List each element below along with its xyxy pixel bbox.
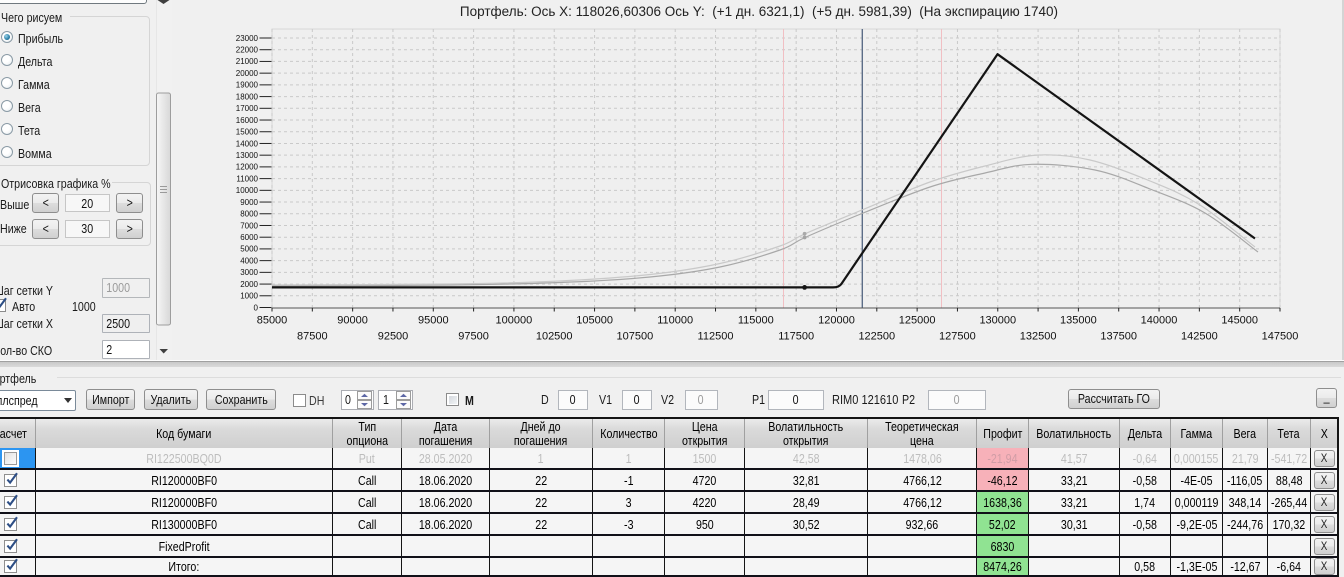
svg-text:85000: 85000 — [257, 315, 288, 327]
svg-text:14000: 14000 — [236, 139, 259, 148]
svg-text:127500: 127500 — [939, 331, 976, 343]
svg-text:147500: 147500 — [1262, 331, 1299, 343]
svg-text:16000: 16000 — [236, 116, 259, 125]
svg-text:23000: 23000 — [236, 34, 259, 43]
svg-text:135000: 135000 — [1060, 315, 1097, 327]
svg-text:132500: 132500 — [1020, 331, 1057, 343]
svg-text:10000: 10000 — [236, 186, 259, 195]
svg-text:4000: 4000 — [240, 256, 258, 265]
svg-text:3000: 3000 — [240, 268, 258, 277]
svg-text:5000: 5000 — [240, 245, 258, 254]
svg-text:21000: 21000 — [236, 57, 259, 66]
svg-text:90000: 90000 — [337, 315, 368, 327]
svg-text:125000: 125000 — [899, 315, 936, 327]
svg-text:102500: 102500 — [536, 331, 573, 343]
svg-text:7000: 7000 — [240, 221, 258, 230]
svg-text:112500: 112500 — [698, 331, 734, 343]
svg-text:0: 0 — [254, 303, 259, 312]
svg-text:8000: 8000 — [240, 210, 258, 219]
svg-text:11000: 11000 — [236, 174, 258, 183]
svg-text:6000: 6000 — [240, 233, 258, 242]
svg-text:13000: 13000 — [236, 151, 259, 160]
svg-text:87500: 87500 — [297, 331, 328, 343]
svg-text:140000: 140000 — [1141, 315, 1178, 327]
svg-text:122500: 122500 — [858, 331, 895, 343]
svg-text:117500: 117500 — [778, 331, 814, 343]
svg-text:95000: 95000 — [418, 315, 449, 327]
svg-text:22000: 22000 — [236, 46, 259, 55]
svg-text:19000: 19000 — [236, 81, 259, 90]
svg-text:110000: 110000 — [657, 315, 693, 327]
svg-text:1000: 1000 — [240, 292, 258, 301]
svg-text:105000: 105000 — [576, 315, 613, 327]
svg-text:115000: 115000 — [738, 315, 774, 327]
svg-text:100000: 100000 — [496, 315, 533, 327]
svg-text:107500: 107500 — [617, 331, 654, 343]
svg-text:17000: 17000 — [236, 104, 259, 113]
svg-text:20000: 20000 — [236, 69, 259, 78]
svg-text:18000: 18000 — [236, 92, 259, 101]
svg-text:142500: 142500 — [1181, 331, 1218, 343]
svg-text:12000: 12000 — [236, 163, 259, 172]
svg-text:9000: 9000 — [240, 198, 258, 207]
svg-text:15000: 15000 — [236, 128, 259, 137]
svg-text:120000: 120000 — [818, 315, 855, 327]
svg-text:97500: 97500 — [458, 331, 489, 343]
svg-text:2000: 2000 — [240, 280, 258, 289]
svg-text:130000: 130000 — [979, 315, 1016, 327]
svg-text:145000: 145000 — [1221, 315, 1258, 327]
svg-text:137500: 137500 — [1100, 331, 1137, 343]
svg-text:92500: 92500 — [378, 331, 409, 343]
